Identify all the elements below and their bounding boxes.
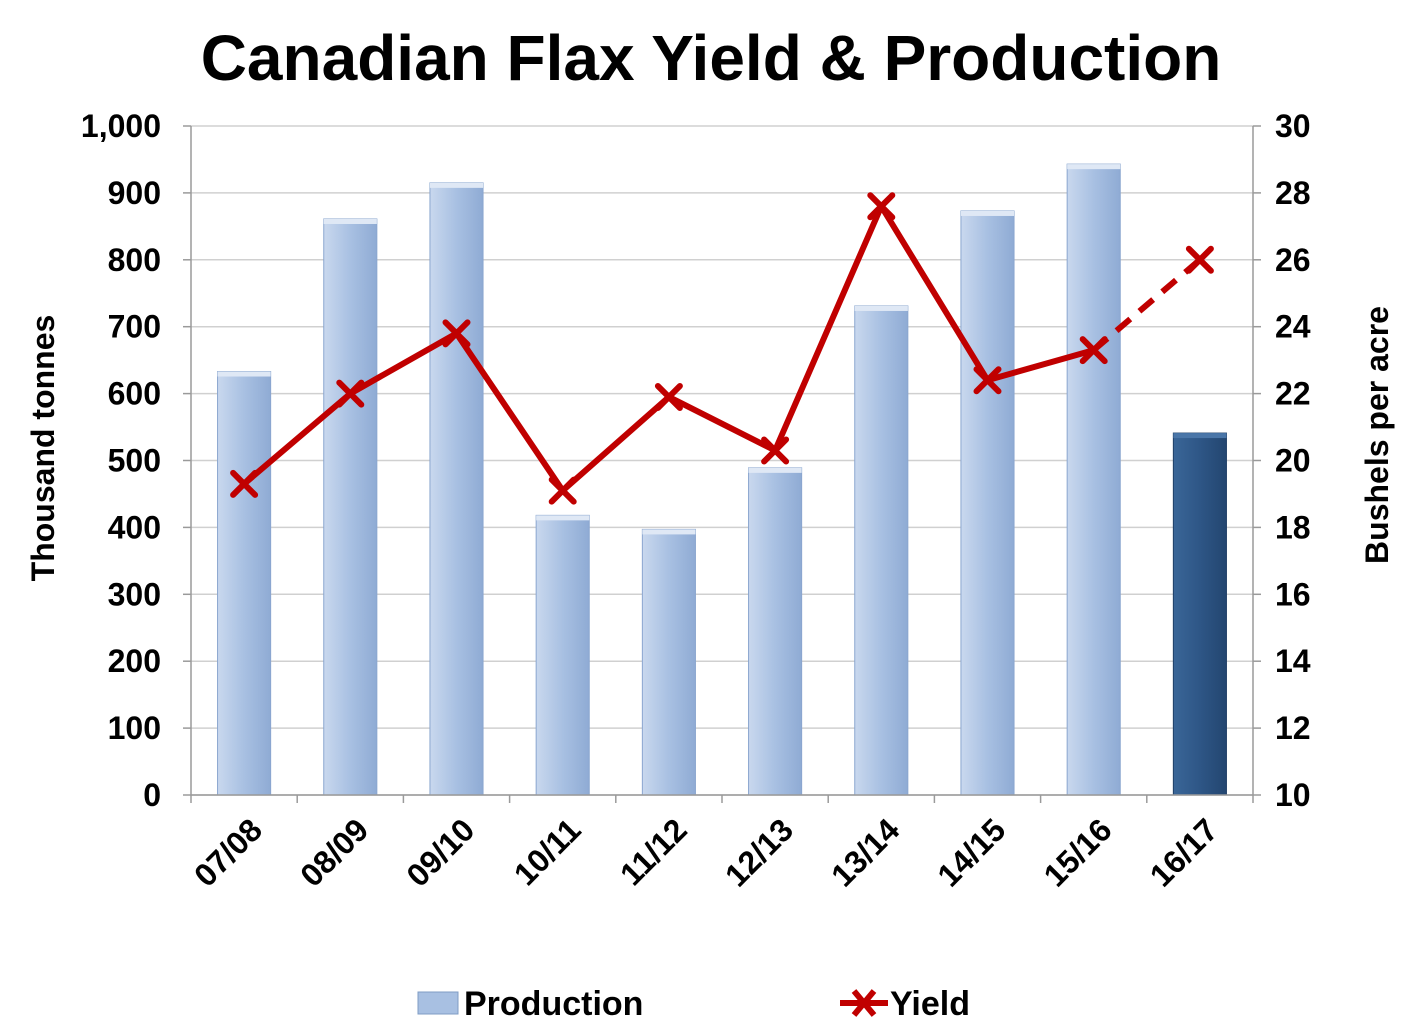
legend: Production Yield: [417, 985, 970, 1023]
x-tick-label: 09/10: [399, 811, 481, 893]
y2-tick-label: 16: [1275, 576, 1311, 612]
yield-point: [442, 319, 471, 348]
y2-tick-label: 18: [1275, 509, 1311, 545]
y-tick-label: 700: [108, 309, 161, 345]
x-tick-label: 10/11: [507, 811, 588, 892]
legend-yield-label: Yield: [890, 985, 970, 1023]
yield-point: [230, 469, 259, 498]
axes: [183, 125, 1261, 803]
yield-point: [867, 192, 896, 221]
bar-production: [748, 467, 803, 796]
bar-production: [960, 210, 1015, 796]
x-tick-label: 15/16: [1037, 811, 1119, 893]
x-tick-label: 11/12: [613, 811, 694, 892]
yield-point: [336, 379, 365, 408]
y2-tick-label: 12: [1275, 710, 1311, 746]
y-tick-label: 300: [108, 576, 161, 612]
x-tick-label: 07/08: [187, 811, 269, 893]
bar-top-bevel: [536, 515, 590, 521]
bar-production: [641, 528, 696, 796]
bar-top-bevel: [854, 305, 908, 311]
bar-production: [429, 182, 484, 796]
y2-tick-label: 26: [1275, 242, 1311, 278]
bar-top-bevel: [217, 371, 271, 377]
bar-production: [1066, 163, 1121, 796]
y-tick-label: 200: [108, 643, 161, 679]
legend-production-swatch: [417, 991, 459, 1015]
yield-point: [548, 476, 577, 505]
bar-top-bevel: [748, 467, 802, 473]
y-axis-label: Thousand tonnes: [25, 315, 61, 582]
bar-production: [323, 218, 378, 796]
x-tick-label: 14/15: [930, 811, 1012, 893]
y2-tick-label: 28: [1275, 175, 1311, 211]
production-bars: [217, 163, 1227, 796]
x-tick-label: 12/13: [718, 811, 800, 893]
x-tick-label: 16/17: [1143, 811, 1225, 893]
bar-production: [535, 514, 590, 796]
yield-point: [1185, 245, 1214, 274]
y-tick-label: 600: [108, 376, 161, 412]
y-tick-label: 800: [108, 242, 161, 278]
bar-production: [1172, 432, 1227, 796]
y2-tick-label: 20: [1275, 443, 1311, 479]
yield-line: [230, 192, 1214, 505]
y2-axis-label: Bushels per acre: [1359, 306, 1395, 564]
yield-point: [654, 382, 683, 411]
y-tick-label: 1,000: [81, 108, 161, 144]
y-tick-label: 0: [143, 777, 161, 813]
bar-top-bevel: [1067, 164, 1121, 170]
bar-top-bevel: [323, 218, 377, 224]
y2-tick-label: 14: [1275, 643, 1311, 679]
legend-yield-marker: [851, 989, 877, 1017]
x-tick-label: 13/14: [824, 811, 906, 893]
chart-title: Canadian Flax Yield & Production: [201, 22, 1222, 94]
y-tick-label: 900: [108, 175, 161, 211]
y-tick-label: 500: [108, 443, 161, 479]
y2-tick-label: 22: [1275, 376, 1311, 412]
y-tick-label: 100: [108, 710, 161, 746]
legend-production-label: Production: [464, 985, 643, 1023]
bar-top-bevel: [1173, 433, 1227, 439]
bar-production: [854, 305, 909, 796]
bar-top-bevel: [642, 529, 696, 535]
bar-top-bevel: [960, 210, 1015, 216]
yield-point: [761, 436, 790, 465]
yield-point: [973, 366, 1002, 395]
y2-tick-label: 10: [1275, 777, 1311, 813]
bar-production: [217, 371, 272, 796]
y2-tick-label: 30: [1275, 108, 1311, 144]
y-tick-label: 400: [108, 509, 161, 545]
bar-top-bevel: [429, 182, 484, 188]
yield-point: [1079, 336, 1108, 365]
y2-tick-label: 24: [1275, 309, 1311, 345]
x-tick-label: 08/09: [293, 811, 375, 893]
yield-line-dashed: [1091, 257, 1202, 353]
